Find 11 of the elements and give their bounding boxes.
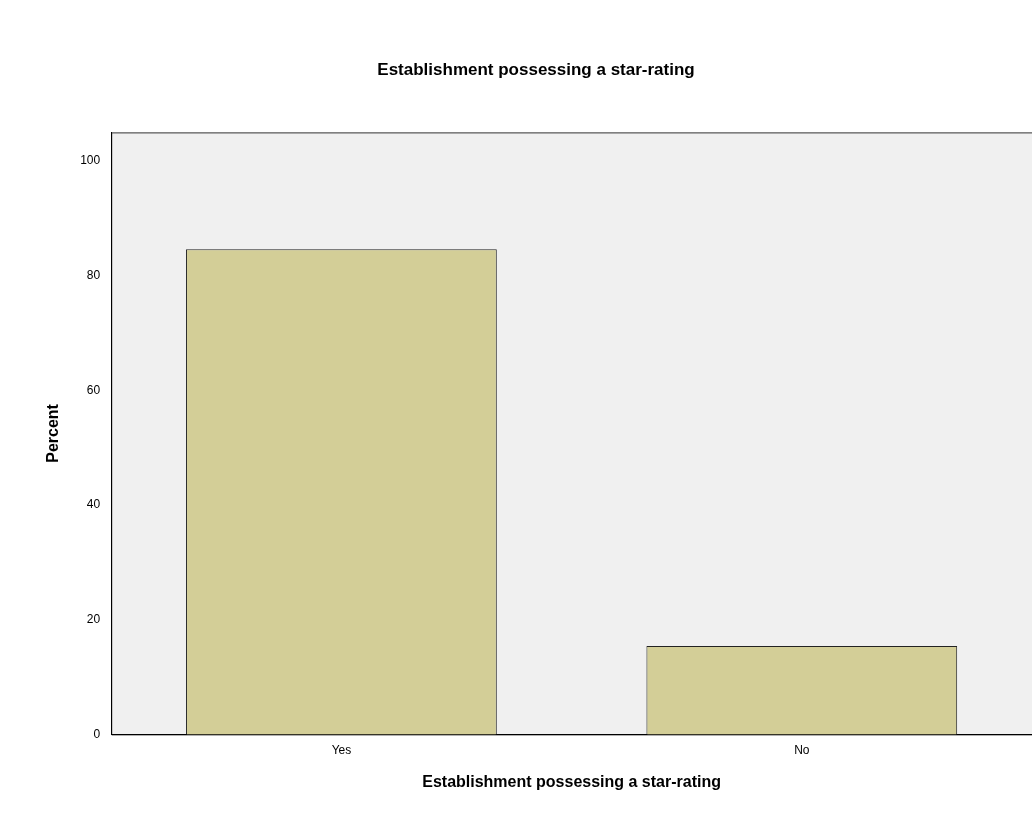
y-tick-label: 80 [86,268,101,283]
chart-title: Establishment possessing a star-rating [377,59,695,79]
y-tick-label: 60 [86,382,101,397]
y-tick-label: 40 [86,497,101,512]
x-tick-label: No [794,742,810,757]
y-tick-label: 20 [86,612,101,627]
y-tick-label: 100 [80,153,101,168]
y-tick-label: 0 [93,726,101,741]
y-axis-title: Percent [44,403,62,463]
x-tick-label: Yes [331,742,352,757]
x-axis-title: Establishment possessing a star-rating [422,772,721,790]
